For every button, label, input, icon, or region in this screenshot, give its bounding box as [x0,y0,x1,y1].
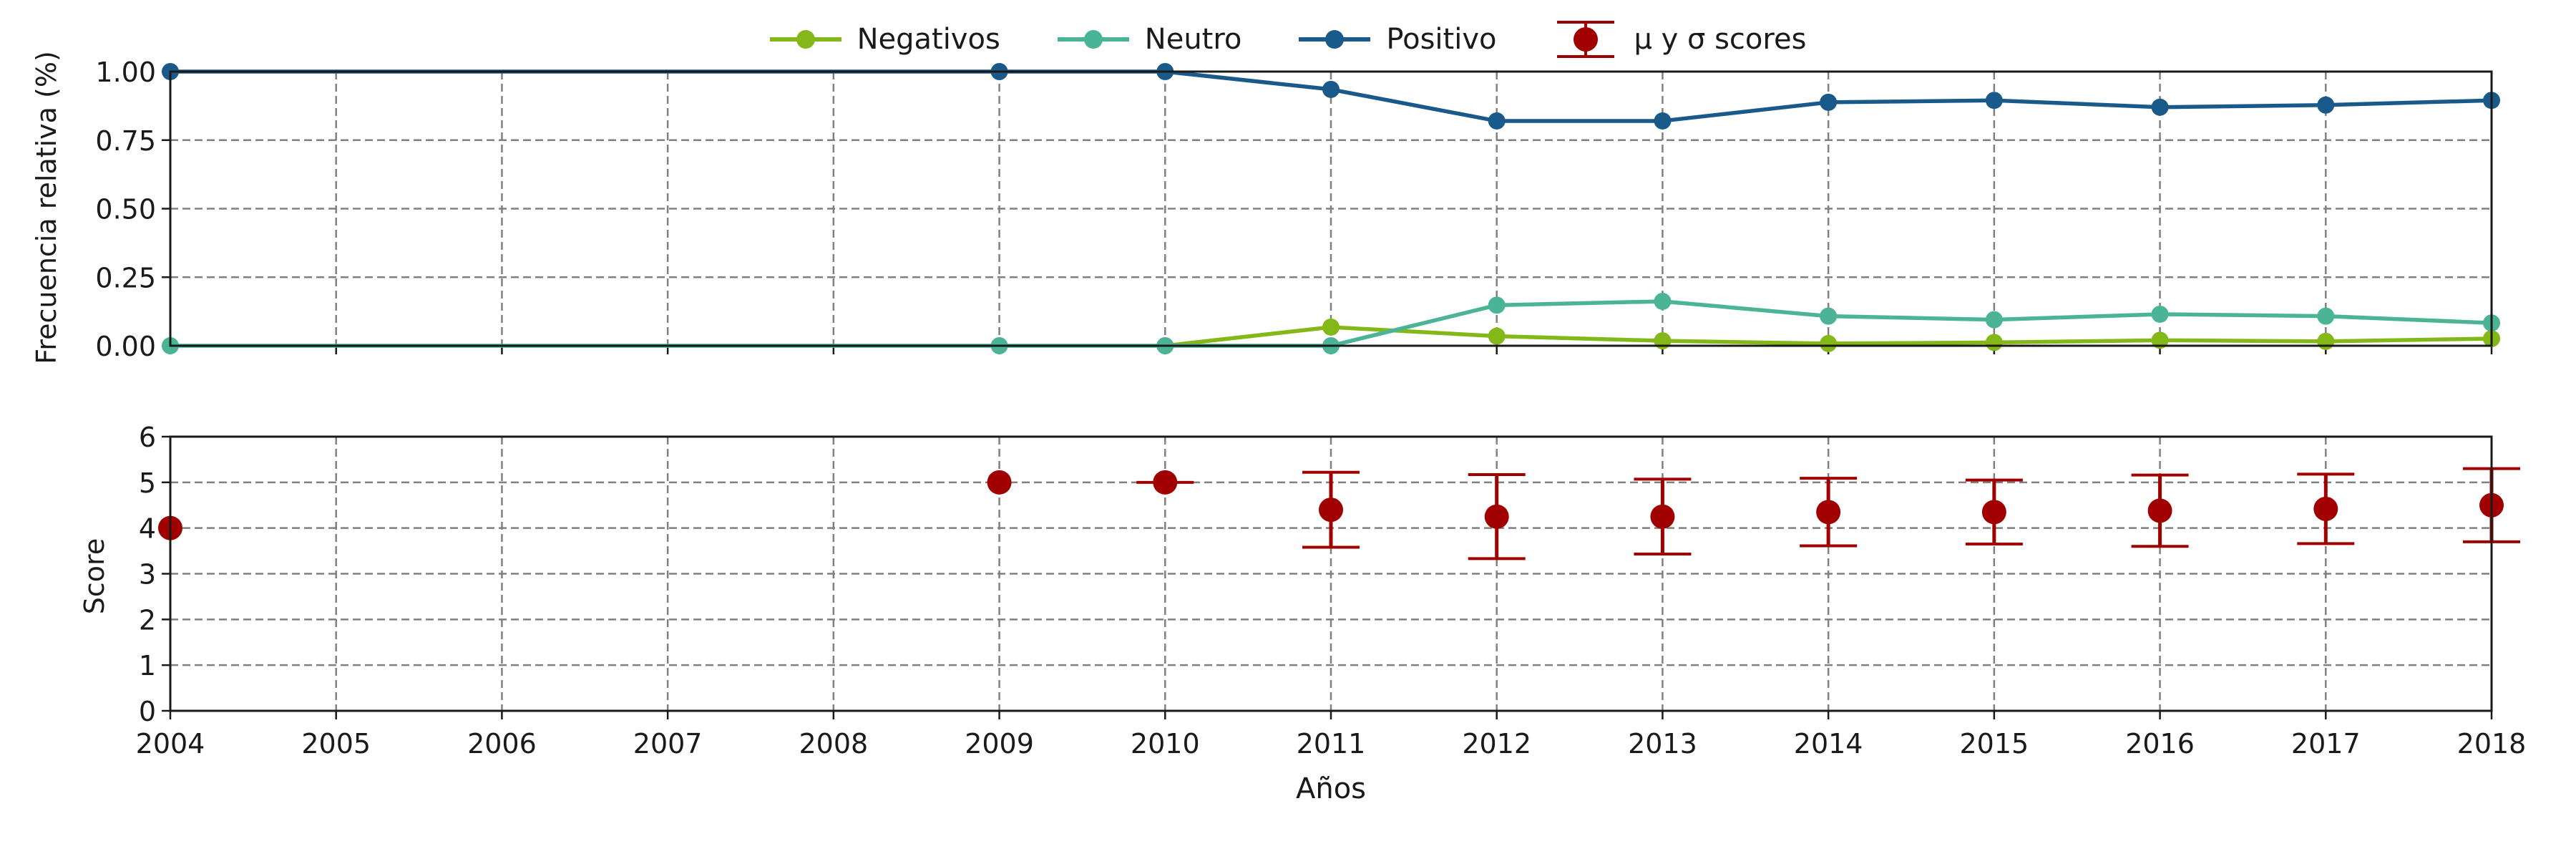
top-y-tick-label: 0.00 [95,331,156,362]
bottom-y-tick-label: 6 [139,422,156,453]
data-point-negativos [1820,334,1838,352]
top-gridlines [169,70,2493,347]
x-tick-label: 2004 [136,728,205,759]
series-scores [158,467,2520,560]
top-tick-marks: 0.00 0.25 0.50 0.75 1.00 [95,57,2493,362]
top-y-tick-label: 0.50 [95,194,156,225]
x-tick-label: 2015 [1959,728,2029,759]
bottom-y-tick-label: 5 [139,467,156,499]
bottom-y-tick-label: 2 [139,604,156,636]
data-point-mean-score [2147,498,2172,523]
x-tick-label: 2010 [1131,728,1200,759]
x-tick-label: 2017 [2291,728,2361,759]
data-point-mean-score [1153,470,1178,495]
data-point-negativos [2317,332,2335,350]
bottom-y-tick-label: 4 [139,513,156,545]
legend-marker-positivo [1299,30,1371,49]
legend-item-neutro: Neutro [1057,23,1242,56]
top-panel: 0.00 0.25 0.50 0.75 1.00 [95,57,2500,362]
bottom-tick-marks: 0 1 2 3 4 5 6 [139,422,2493,727]
data-point-mean-score [1319,498,1343,523]
data-point-mean-score [1816,500,1841,525]
x-tick-label: 2018 [2457,728,2527,759]
data-point-positivo [2317,96,2335,114]
x-tick-label: 2012 [1462,728,1531,759]
data-point-negativos [1654,332,1672,350]
data-point-negativos [1488,327,1506,345]
top-y-tick-label: 0.25 [95,262,156,293]
legend-label-neutro: Neutro [1144,23,1242,56]
bottom-y-tick-label: 3 [139,559,156,591]
x-tick-label: 2011 [1297,728,1366,759]
x-axis-label: Años [1296,772,1366,805]
legend: Negativos Neutro Positivo μ y σ scores [0,14,2576,64]
x-tick-label: 2014 [1794,728,1863,759]
data-point-positivo [1654,112,1672,130]
data-point-mean-score [2313,496,2338,521]
data-point-neutro [1820,307,1838,325]
x-tick-label: 2009 [965,728,1034,759]
legend-item-scores: μ y σ scores [1553,19,1806,59]
data-point-mean-score [987,470,1012,495]
bottom-plot-frame [169,435,2493,712]
top-y-tick-label: 0.75 [95,125,156,157]
x-tick-label: 2008 [799,728,868,759]
bottom-y-tick-label: 0 [139,696,156,727]
bottom-y-axis-label: Score [79,538,110,614]
data-point-positivo [1820,93,1838,111]
data-point-neutro [2317,307,2335,325]
legend-label-scores: μ y σ scores [1634,23,1807,56]
x-tick-label: 2005 [301,728,371,759]
data-point-positivo [1488,112,1506,130]
legend-marker-neutro [1057,30,1129,49]
data-point-neutro [1985,311,2003,329]
top-y-tick-label: 1.00 [95,57,156,88]
top-plot-frame [169,70,2493,347]
top-y-axis-label: Frecuencia relativa (%) [31,51,62,364]
data-point-neutro [1654,292,1672,310]
data-point-negativos [2151,331,2169,349]
bottom-y-tick-label: 1 [139,650,156,681]
x-tick-label: 2006 [467,728,537,759]
legend-item-positivo: Positivo [1299,23,1496,56]
data-point-mean-score [1650,504,1675,529]
legend-marker-scores [1557,21,1615,58]
x-tick-label: 2007 [633,728,703,759]
x-tick-label: 2013 [1628,728,1697,759]
data-point-positivo [2151,98,2169,116]
legend-item-negativos: Negativos [769,23,1000,56]
data-point-mean-score [1981,500,2006,525]
legend-label-positivo: Positivo [1386,23,1497,56]
x-tick-labels: 2004 2005 2006 2007 2008 2009 2010 2011 2012 2013… [136,728,2527,759]
data-point-positivo [1985,92,2003,110]
data-point-mean-score [1484,504,1509,529]
data-point-neutro [1488,296,1506,314]
legend-label-negativos: Negativos [857,23,1000,56]
data-point-neutro [2151,305,2169,323]
data-point-positivo [1322,80,1340,98]
data-point-negativos [1985,334,2003,351]
data-point-negativos [1322,318,1340,336]
legend-marker-negativos [769,30,841,49]
x-tick-label: 2016 [2125,728,2195,759]
